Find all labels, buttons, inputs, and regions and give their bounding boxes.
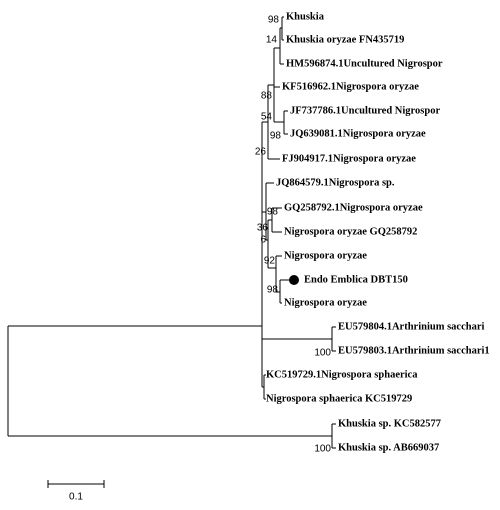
- leaf-label: Nigrospora oryzae GQ258792: [284, 226, 417, 237]
- leaf-label: KC519729.1Nigrospora sphaerica: [266, 369, 418, 380]
- leaf-label: GQ258792.1Nigrospora oryzae: [284, 202, 423, 213]
- highlight-dot: [289, 275, 299, 285]
- leaf-label: KF516962.1Nigrospora oryzae: [282, 81, 419, 92]
- leaf-label: JQ864579.1Nigrospora sp.: [276, 177, 395, 188]
- bootstrap-value: 6: [260, 235, 266, 246]
- scale-label: 0.1: [69, 492, 83, 503]
- leaf-label: Nigrospora sphaerica KC519729: [266, 393, 412, 404]
- leaf-label: JF737786.1Uncultured Nigrospor: [290, 105, 440, 116]
- leaf-label: FJ904917.1Nigrospora oryzae: [282, 153, 416, 164]
- bootstrap-value: 88: [261, 91, 273, 102]
- bootstrap-value: 54: [261, 112, 273, 123]
- leaf-label: Nigrospora oryzae: [284, 297, 367, 308]
- bootstrap-value: 98: [268, 15, 280, 26]
- leaf-label: Nigrospora oryzae: [284, 250, 367, 261]
- leaf-label: Khuskia: [286, 11, 325, 22]
- leaf-label: JQ639081.1Nigrospora oryzae: [290, 128, 426, 139]
- leaf-label: EU579803.1Arthrinium sacchari1: [338, 345, 490, 356]
- branches: [7, 16, 336, 449]
- bootstrap-value: 98: [270, 131, 282, 142]
- bootstrap-value: 98: [267, 285, 279, 296]
- leaf-label: Endo Emblica DBT150: [304, 274, 408, 285]
- bootstrap-value: 100: [314, 348, 331, 359]
- leaf-label: EU579804.1Arthrinium sacchari: [338, 321, 484, 332]
- leaf-label: Khuskia oryzae FN435719: [286, 34, 404, 45]
- bootstrap-value: 14: [266, 35, 278, 46]
- leaf-label: Khuskia sp. AB669037: [338, 442, 439, 453]
- branch-lines: [7, 16, 336, 449]
- leaf-label: Khuskia sp. KC582577: [338, 418, 441, 429]
- leaf-label: HM596874.1Uncultured Nigrospor: [286, 58, 443, 69]
- bootstrap-value: 92: [264, 256, 276, 267]
- bootstrap-value: 98: [267, 207, 279, 218]
- bootstrap-value: 100: [314, 444, 331, 455]
- bootstrap-value: 26: [255, 147, 267, 158]
- bootstrap-value: 36: [257, 223, 269, 234]
